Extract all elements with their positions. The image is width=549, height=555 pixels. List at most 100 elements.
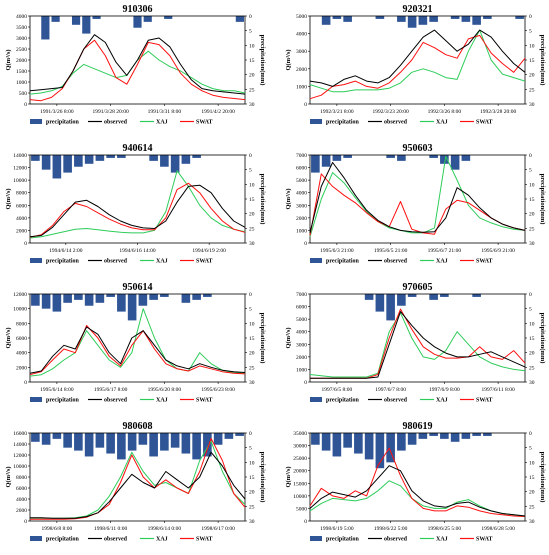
y-tick-label: 12000 — [13, 292, 27, 298]
y-tick-label: 6000 — [296, 305, 307, 311]
precipitation-bar — [127, 294, 137, 321]
precipitation-bar — [429, 433, 438, 436]
precipitation-bar — [440, 294, 449, 297]
x-tick-label: 1998/6/11 0:00 — [94, 526, 128, 532]
legend-swatch-precipitation — [310, 536, 322, 541]
precipitation-bar — [461, 433, 471, 439]
series-line-swat — [29, 182, 246, 238]
precipitation-bar — [397, 294, 406, 306]
precipitation-bar — [321, 16, 331, 25]
y-tick-label: 14000 — [13, 153, 27, 159]
precipitation-bar — [483, 16, 492, 19]
precipitation-bar — [375, 16, 385, 19]
precipitation-bar — [483, 433, 492, 436]
legend-label: XAJ — [156, 259, 168, 265]
x-tick-label: 1995/6/23 8:00 — [201, 387, 235, 393]
precipitation-bar — [450, 433, 460, 442]
legend-label: precipitation — [46, 537, 80, 543]
chart-panel: 910306 0 500 1000 1500 2000 2500 3000 3500 4000 0 5… — [5, 4, 266, 126]
legend-swatch-precipitation — [30, 536, 42, 541]
x-tick-label: 1997/6/7 8:00 — [375, 387, 406, 393]
chart-panel: 980619 0 5000 10000 15000 20000 25000 30000 3500… — [285, 421, 546, 543]
x-tick-label: 1998/6/28 5:00 — [481, 526, 515, 532]
legend: precipitation observed XAJ SWAT — [30, 536, 213, 543]
precipitation-bar — [472, 16, 481, 25]
precipitation-bar — [181, 294, 191, 303]
y2-tick-label: 30 — [529, 102, 535, 108]
y-tick-label: 16000 — [13, 431, 27, 437]
legend-label: observed — [104, 120, 128, 126]
precipitation-bar — [95, 155, 105, 161]
legend-label: SWAT — [196, 537, 213, 543]
precipitation-bar — [127, 433, 137, 451]
legend-label: observed — [104, 537, 128, 543]
y2-tick-label: 0 — [249, 431, 252, 437]
y-tick-label: 1000 — [296, 228, 307, 234]
legend-label: observed — [384, 537, 408, 543]
precipitation-bar — [52, 294, 62, 312]
legend-swatch-precipitation — [310, 397, 322, 402]
y-tick-label: 4000 — [296, 330, 307, 336]
y2-tick-label: 20 — [249, 73, 255, 79]
y2-tick-label: 25 — [249, 87, 255, 93]
legend-swatch-precipitation — [310, 119, 322, 124]
legend-swatch-precipitation — [30, 397, 42, 402]
y-tick-label: 0 — [24, 380, 27, 386]
precipitation-bar — [106, 433, 115, 454]
y2-tick-label: 10 — [249, 321, 255, 327]
precipitation-bar — [149, 155, 158, 161]
legend-label: XAJ — [436, 537, 448, 543]
x-tick-label: 1991/4/2 20:00 — [201, 109, 235, 115]
y2-tick-label: 15 — [249, 58, 255, 64]
legend-label: precipitation — [46, 398, 80, 404]
y-axis-label: Q(m³/s) — [285, 49, 292, 70]
y-tick-label: 1000 — [296, 367, 307, 373]
precipitation-bar — [41, 294, 51, 309]
precipitation-bar — [51, 16, 60, 22]
legend-swatch-precipitation — [30, 258, 42, 263]
y-tick-label: 6000 — [16, 203, 27, 209]
precipitation-bar — [397, 16, 406, 22]
precipitation-bar — [321, 155, 331, 167]
y-tick-label: 30000 — [293, 444, 307, 450]
y2-tick-label: 0 — [249, 153, 252, 159]
precipitation-bar — [397, 155, 406, 161]
legend: precipitation observed XAJ SWAT — [310, 397, 493, 404]
precipitation-bar — [84, 294, 94, 306]
legend-swatch-precipitation — [30, 119, 42, 124]
y2-tick-label: 10 — [529, 182, 535, 188]
legend: precipitation observed XAJ SWAT — [310, 119, 493, 126]
series-line-xaj — [309, 155, 526, 237]
y-tick-label: 2000 — [16, 365, 27, 371]
precipitation-bar — [386, 155, 395, 158]
precipitation-bar — [138, 294, 148, 306]
y2-axis-label: precipitation(mm) — [259, 313, 266, 364]
precipitation-bar — [407, 294, 417, 297]
precipitation-bar — [386, 433, 395, 463]
y-axis-label: Q(m³/s) — [285, 327, 292, 348]
x-tick-label: 1998/6/19 5:00 — [320, 526, 354, 532]
plot-frame — [309, 154, 526, 244]
precipitation-bar — [418, 433, 428, 439]
y2-tick-label: 5 — [249, 29, 252, 35]
precipitation-bar — [160, 433, 169, 451]
precipitation-bar — [364, 294, 374, 300]
y2-tick-label: 15 — [529, 197, 535, 203]
precipitation-bar — [354, 433, 363, 454]
precipitation-bar — [192, 433, 201, 460]
precipitation-bar — [429, 155, 438, 158]
y2-tick-label: 25 — [529, 226, 535, 232]
chart-title: 950603 — [403, 143, 433, 154]
y2-tick-label: 30 — [249, 380, 255, 386]
precipitation-bar — [84, 155, 94, 164]
chart-title: 980608 — [123, 421, 153, 432]
precipitation-bar — [41, 16, 50, 40]
y-tick-label: 7000 — [296, 292, 307, 298]
x-tick-label: 1991/3/26 8:00 — [40, 109, 74, 115]
y-tick-label: 0 — [304, 519, 307, 525]
y2-tick-label: 0 — [249, 292, 252, 298]
y-tick-label: 3500 — [16, 25, 27, 31]
y-tick-label: 5000 — [296, 14, 307, 20]
precipitation-bar — [63, 433, 72, 448]
precipitation-bar — [95, 294, 105, 303]
